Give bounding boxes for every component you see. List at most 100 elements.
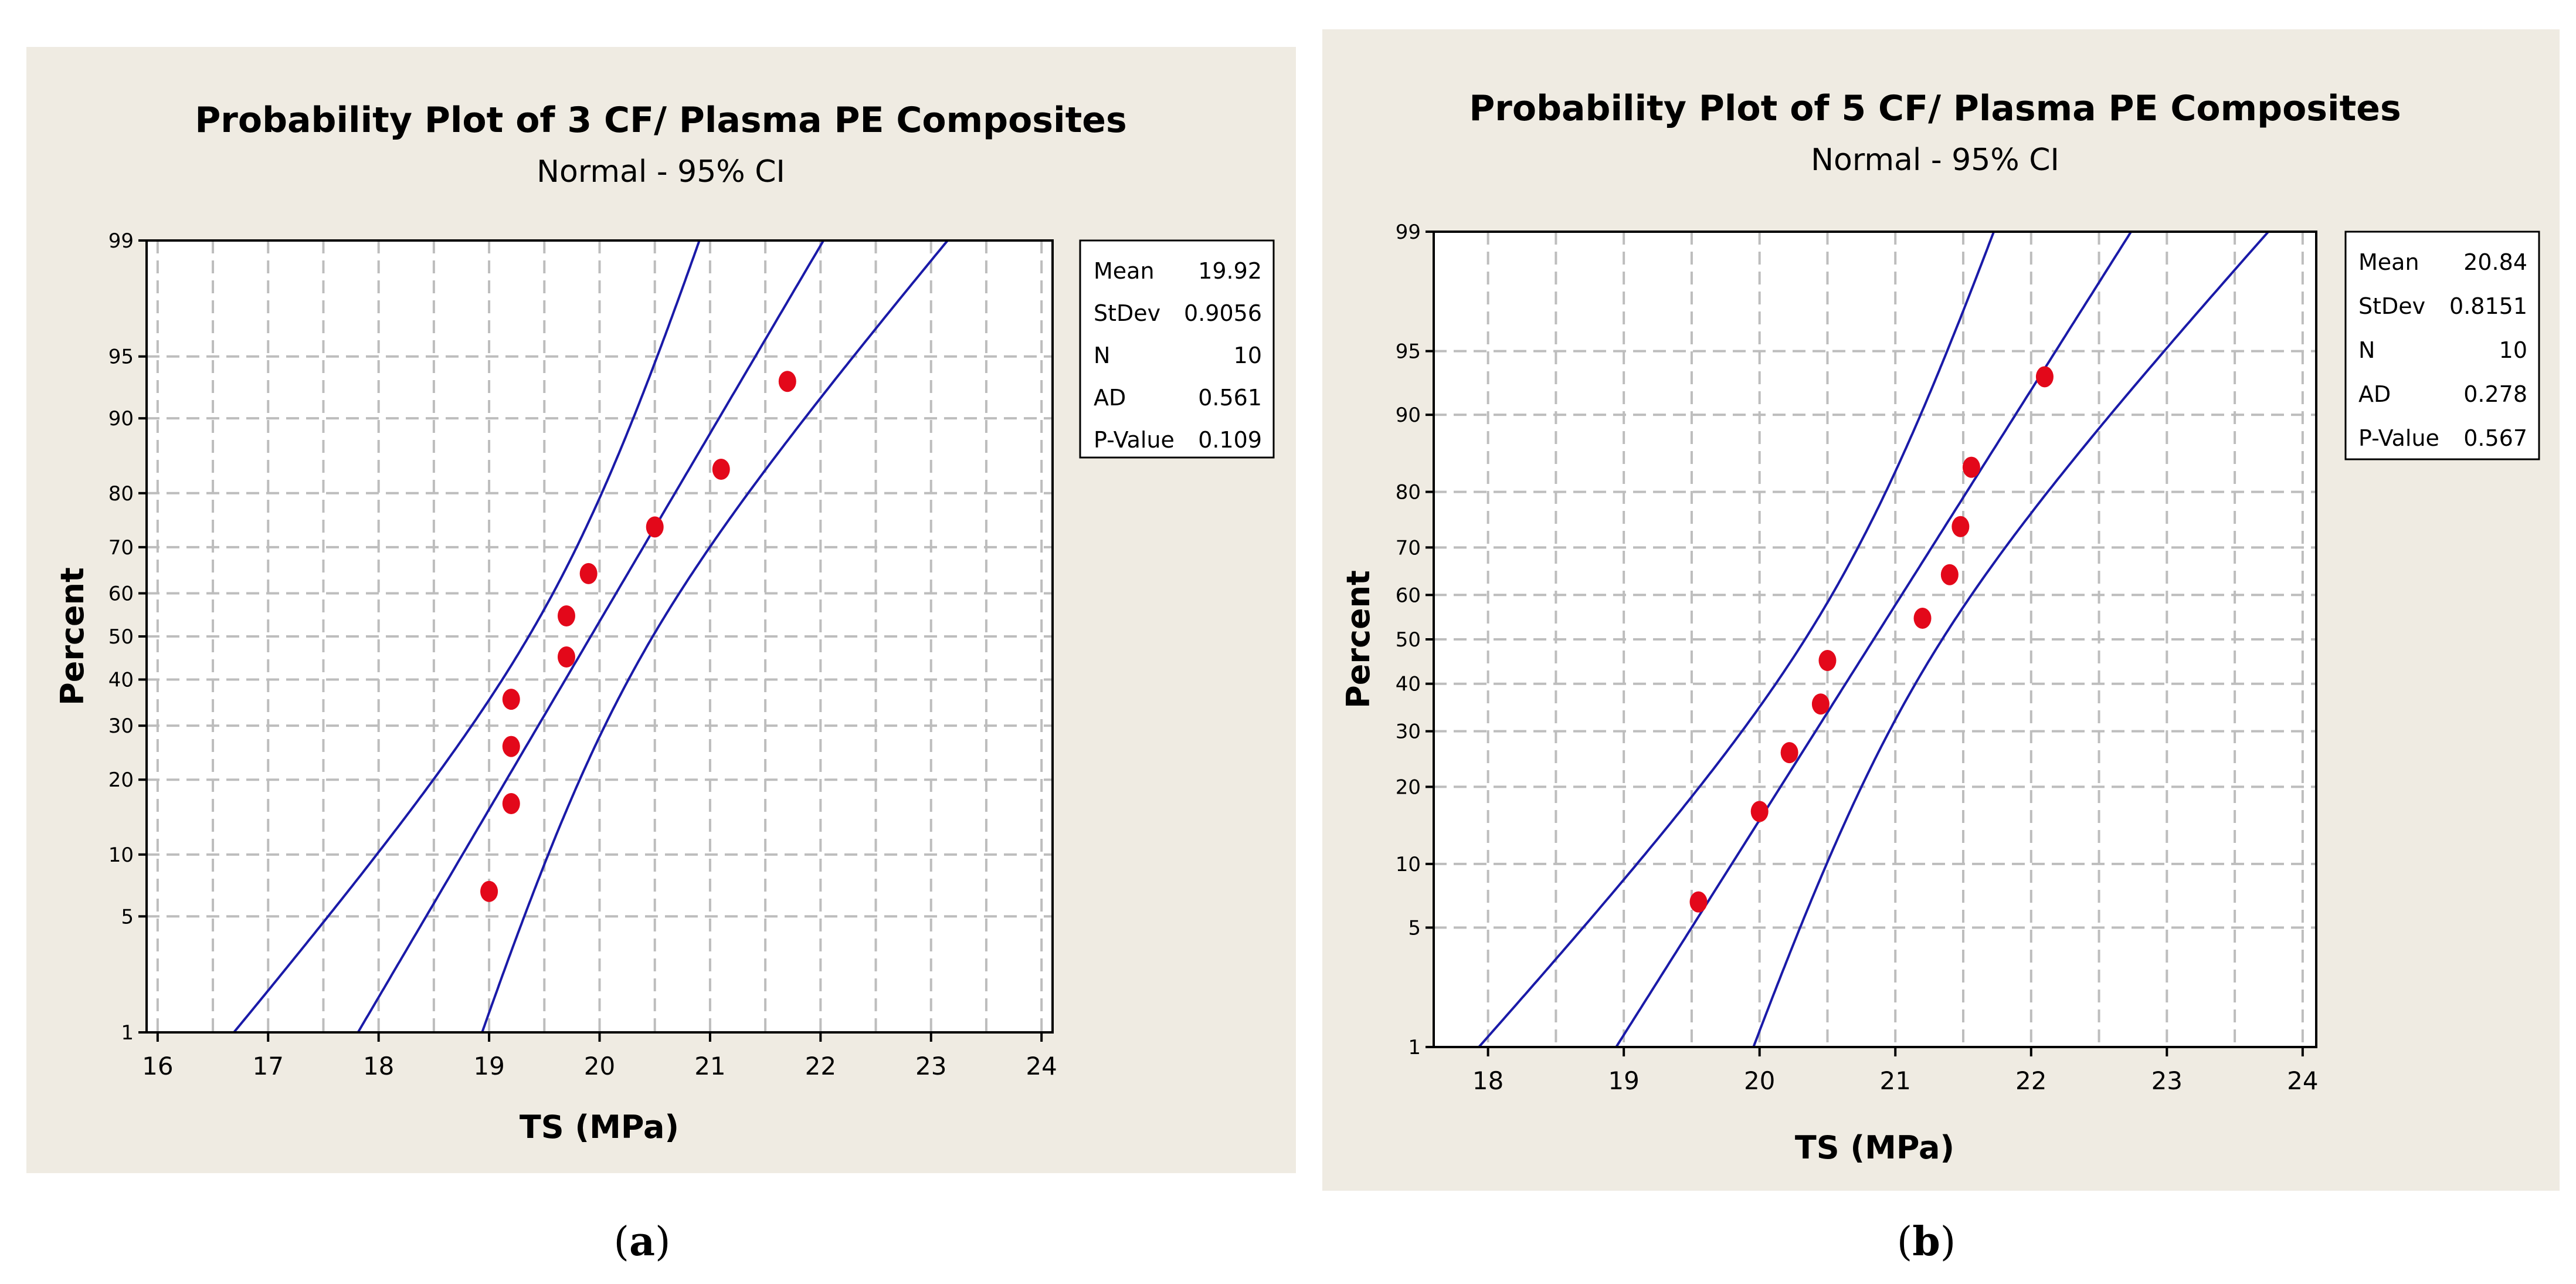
panel-b-points — [1689, 366, 2054, 913]
panel-a-y-ticks: 1 5 10 20 30 40 50 60 70 80 90 95 99 — [108, 229, 147, 1045]
panel-a-data-point — [712, 459, 730, 480]
panel-b-ci-lower-bound — [1477, 232, 1995, 1047]
panel-a-points — [480, 371, 796, 902]
panel-b-y-tick-label: 50 — [1396, 628, 1421, 652]
panel-a-gridlines — [147, 240, 1053, 1032]
panel-b-data-point — [1962, 456, 1980, 478]
panel-a-x-tick-label: 22 — [805, 1052, 836, 1080]
panel-b-stats-legend: Mean 20.84 StDev 0.8151 N 10 AD 0.278 P-… — [2344, 231, 2540, 460]
panel-b-x-tick-label: 24 — [2287, 1066, 2318, 1095]
panel-b-data-point — [1689, 891, 1708, 913]
panel-b-y-tick-label: 20 — [1396, 775, 1421, 799]
panel-b-x-tick-label: 20 — [1744, 1066, 1775, 1095]
panel-b: Probability Plot of 5 CF/ Plasma PE Comp… — [1322, 29, 2560, 1191]
panel-b-x-tick-label: 18 — [1472, 1066, 1503, 1095]
panel-b-y-tick-label: 1 — [1408, 1036, 1421, 1059]
panel-a-y-tick-label: 5 — [121, 905, 134, 929]
panel-a-y-tick-label: 70 — [108, 536, 134, 560]
panel-a-y-tick-label: 95 — [108, 345, 134, 369]
panel-a-stat-label-ad: AD — [1094, 385, 1126, 411]
panel-a-y-tick-label: 80 — [108, 482, 134, 506]
panel-a-x-tick-label: 23 — [915, 1052, 946, 1080]
panel-a-data-point — [579, 563, 598, 584]
panel-a-y-tick-label: 40 — [108, 669, 134, 692]
panel-a-title: Probability Plot of 3 CF/ Plasma PE Comp… — [195, 100, 1126, 141]
panel-a-x-tick-label: 21 — [694, 1052, 725, 1080]
panel-b-gridlines — [1434, 232, 2316, 1047]
panel-a-y-tick-label: 60 — [108, 582, 134, 605]
panel-b-data-point — [1940, 564, 1959, 585]
panel-b-stat-value-mean: 20.84 — [2463, 249, 2527, 275]
panel-b-y-tick-label: 90 — [1396, 404, 1421, 427]
panel-a-data-point — [646, 516, 664, 538]
panel-a-x-tick-label: 18 — [363, 1052, 394, 1080]
panel-a-y-tick-label: 99 — [108, 229, 134, 253]
panel-a-subtitle: Normal - 95% CI — [537, 154, 785, 189]
panel-b-y-tick-label: 95 — [1396, 340, 1421, 364]
panel-b-data-point — [1750, 801, 1769, 822]
panel-b-x-tick-label: 22 — [2015, 1066, 2046, 1095]
panel-b-x-tick-label: 23 — [2151, 1066, 2183, 1095]
panel-b-subtitle: Normal - 95% CI — [1811, 143, 2059, 178]
panel-a-stat-value-mean: 19.92 — [1198, 258, 1262, 284]
caption-b: (b) — [1897, 1218, 1956, 1265]
panel-b-stat-label-n: N — [2358, 337, 2375, 363]
panel-a-stats-legend: Mean 19.92 StDev 0.9056 N 10 AD 0.561 P-… — [1079, 239, 1275, 459]
panel-a-stat-value-stdev: 0.9056 — [1184, 300, 1262, 326]
panel-a-x-tick-label: 24 — [1026, 1052, 1057, 1080]
panel-b-ci-upper-bound — [1752, 232, 2270, 1047]
panel-b-ci-lines — [1477, 232, 2270, 1047]
panel-b-stat-value-pvalue: 0.567 — [2463, 425, 2527, 451]
panel-b-data-point — [1913, 607, 1932, 629]
panel-b-y-tick-label: 10 — [1396, 853, 1421, 876]
panel-b-data-point — [1811, 693, 1830, 715]
panel-a-y-tick-label: 90 — [108, 407, 134, 431]
panel-b-stat-value-n: 10 — [2499, 337, 2527, 363]
panel-b-x-ticks: 18 19 20 21 22 23 24 — [1472, 1047, 2319, 1095]
panel-b-y-tick-label: 5 — [1408, 916, 1421, 940]
panel-a-stat-value-n: 10 — [1234, 343, 1262, 368]
panel-b-y-tick-label: 40 — [1396, 673, 1421, 696]
panel-a-stat-value-ad: 0.561 — [1198, 385, 1262, 411]
panel-a-y-axis-label: Percent — [54, 567, 91, 706]
panel-b-y-tick-label: 70 — [1396, 536, 1421, 560]
panel-b-stat-value-ad: 0.278 — [2463, 381, 2527, 407]
panel-a-y-tick-label: 1 — [121, 1021, 134, 1045]
panel-a-x-tick-label: 19 — [473, 1052, 504, 1080]
panel-b-stat-label-pvalue: P-Value — [2358, 425, 2439, 451]
panel-a-data-point — [557, 646, 575, 668]
panel-a-x-ticks: 16 17 18 19 20 21 22 23 24 — [142, 1032, 1057, 1080]
panel-a-y-tick-label: 10 — [108, 843, 134, 867]
panel-a-x-axis-label: TS (MPa) — [520, 1109, 679, 1146]
panel-b-data-point — [1818, 650, 1837, 672]
panel-a-y-tick-label: 20 — [108, 768, 134, 792]
panel-a-data-point — [480, 880, 498, 902]
panel-a-data-point — [778, 371, 796, 392]
caption-b-letter: b — [1912, 1218, 1940, 1265]
panel-a: Probability Plot of 3 CF/ Plasma PE Comp… — [26, 47, 1296, 1173]
panel-b-x-axis-label: TS (MPa) — [1795, 1129, 1954, 1166]
panel-a-stat-label-mean: Mean — [1094, 258, 1155, 284]
panel-b-stats-box — [2344, 231, 2540, 460]
panel-b-stat-label-ad: AD — [2358, 381, 2391, 407]
panel-b-y-tick-label: 60 — [1396, 584, 1421, 607]
panel-a-x-tick-label: 20 — [584, 1052, 615, 1080]
panel-a-x-tick-label: 16 — [142, 1052, 173, 1080]
panel-b-y-tick-label: 99 — [1396, 221, 1421, 244]
panel-a-stat-value-pvalue: 0.109 — [1198, 427, 1262, 453]
panel-a-stat-label-n: N — [1094, 343, 1110, 368]
panel-b-data-point — [1780, 742, 1798, 764]
panel-a-data-point — [557, 605, 575, 627]
panel-b-x-tick-label: 19 — [1608, 1066, 1639, 1095]
panel-b-title: Probability Plot of 5 CF/ Plasma PE Comp… — [1469, 88, 2401, 129]
panel-a-data-point — [502, 736, 520, 757]
panel-a-ci-lines — [232, 240, 949, 1032]
panel-a-ci-upper-bound — [481, 240, 949, 1032]
panel-b-stat-value-stdev: 0.8151 — [2449, 293, 2527, 319]
panel-a-stat-label-pvalue: P-Value — [1094, 427, 1175, 453]
panel-a-stats-box — [1079, 239, 1275, 459]
panel-a-stat-label-stdev: StDev — [1094, 300, 1160, 326]
panel-b-x-tick-label: 21 — [1880, 1066, 1911, 1095]
panel-b-data-point — [2035, 366, 2054, 388]
caption-a: (a) — [613, 1218, 670, 1265]
